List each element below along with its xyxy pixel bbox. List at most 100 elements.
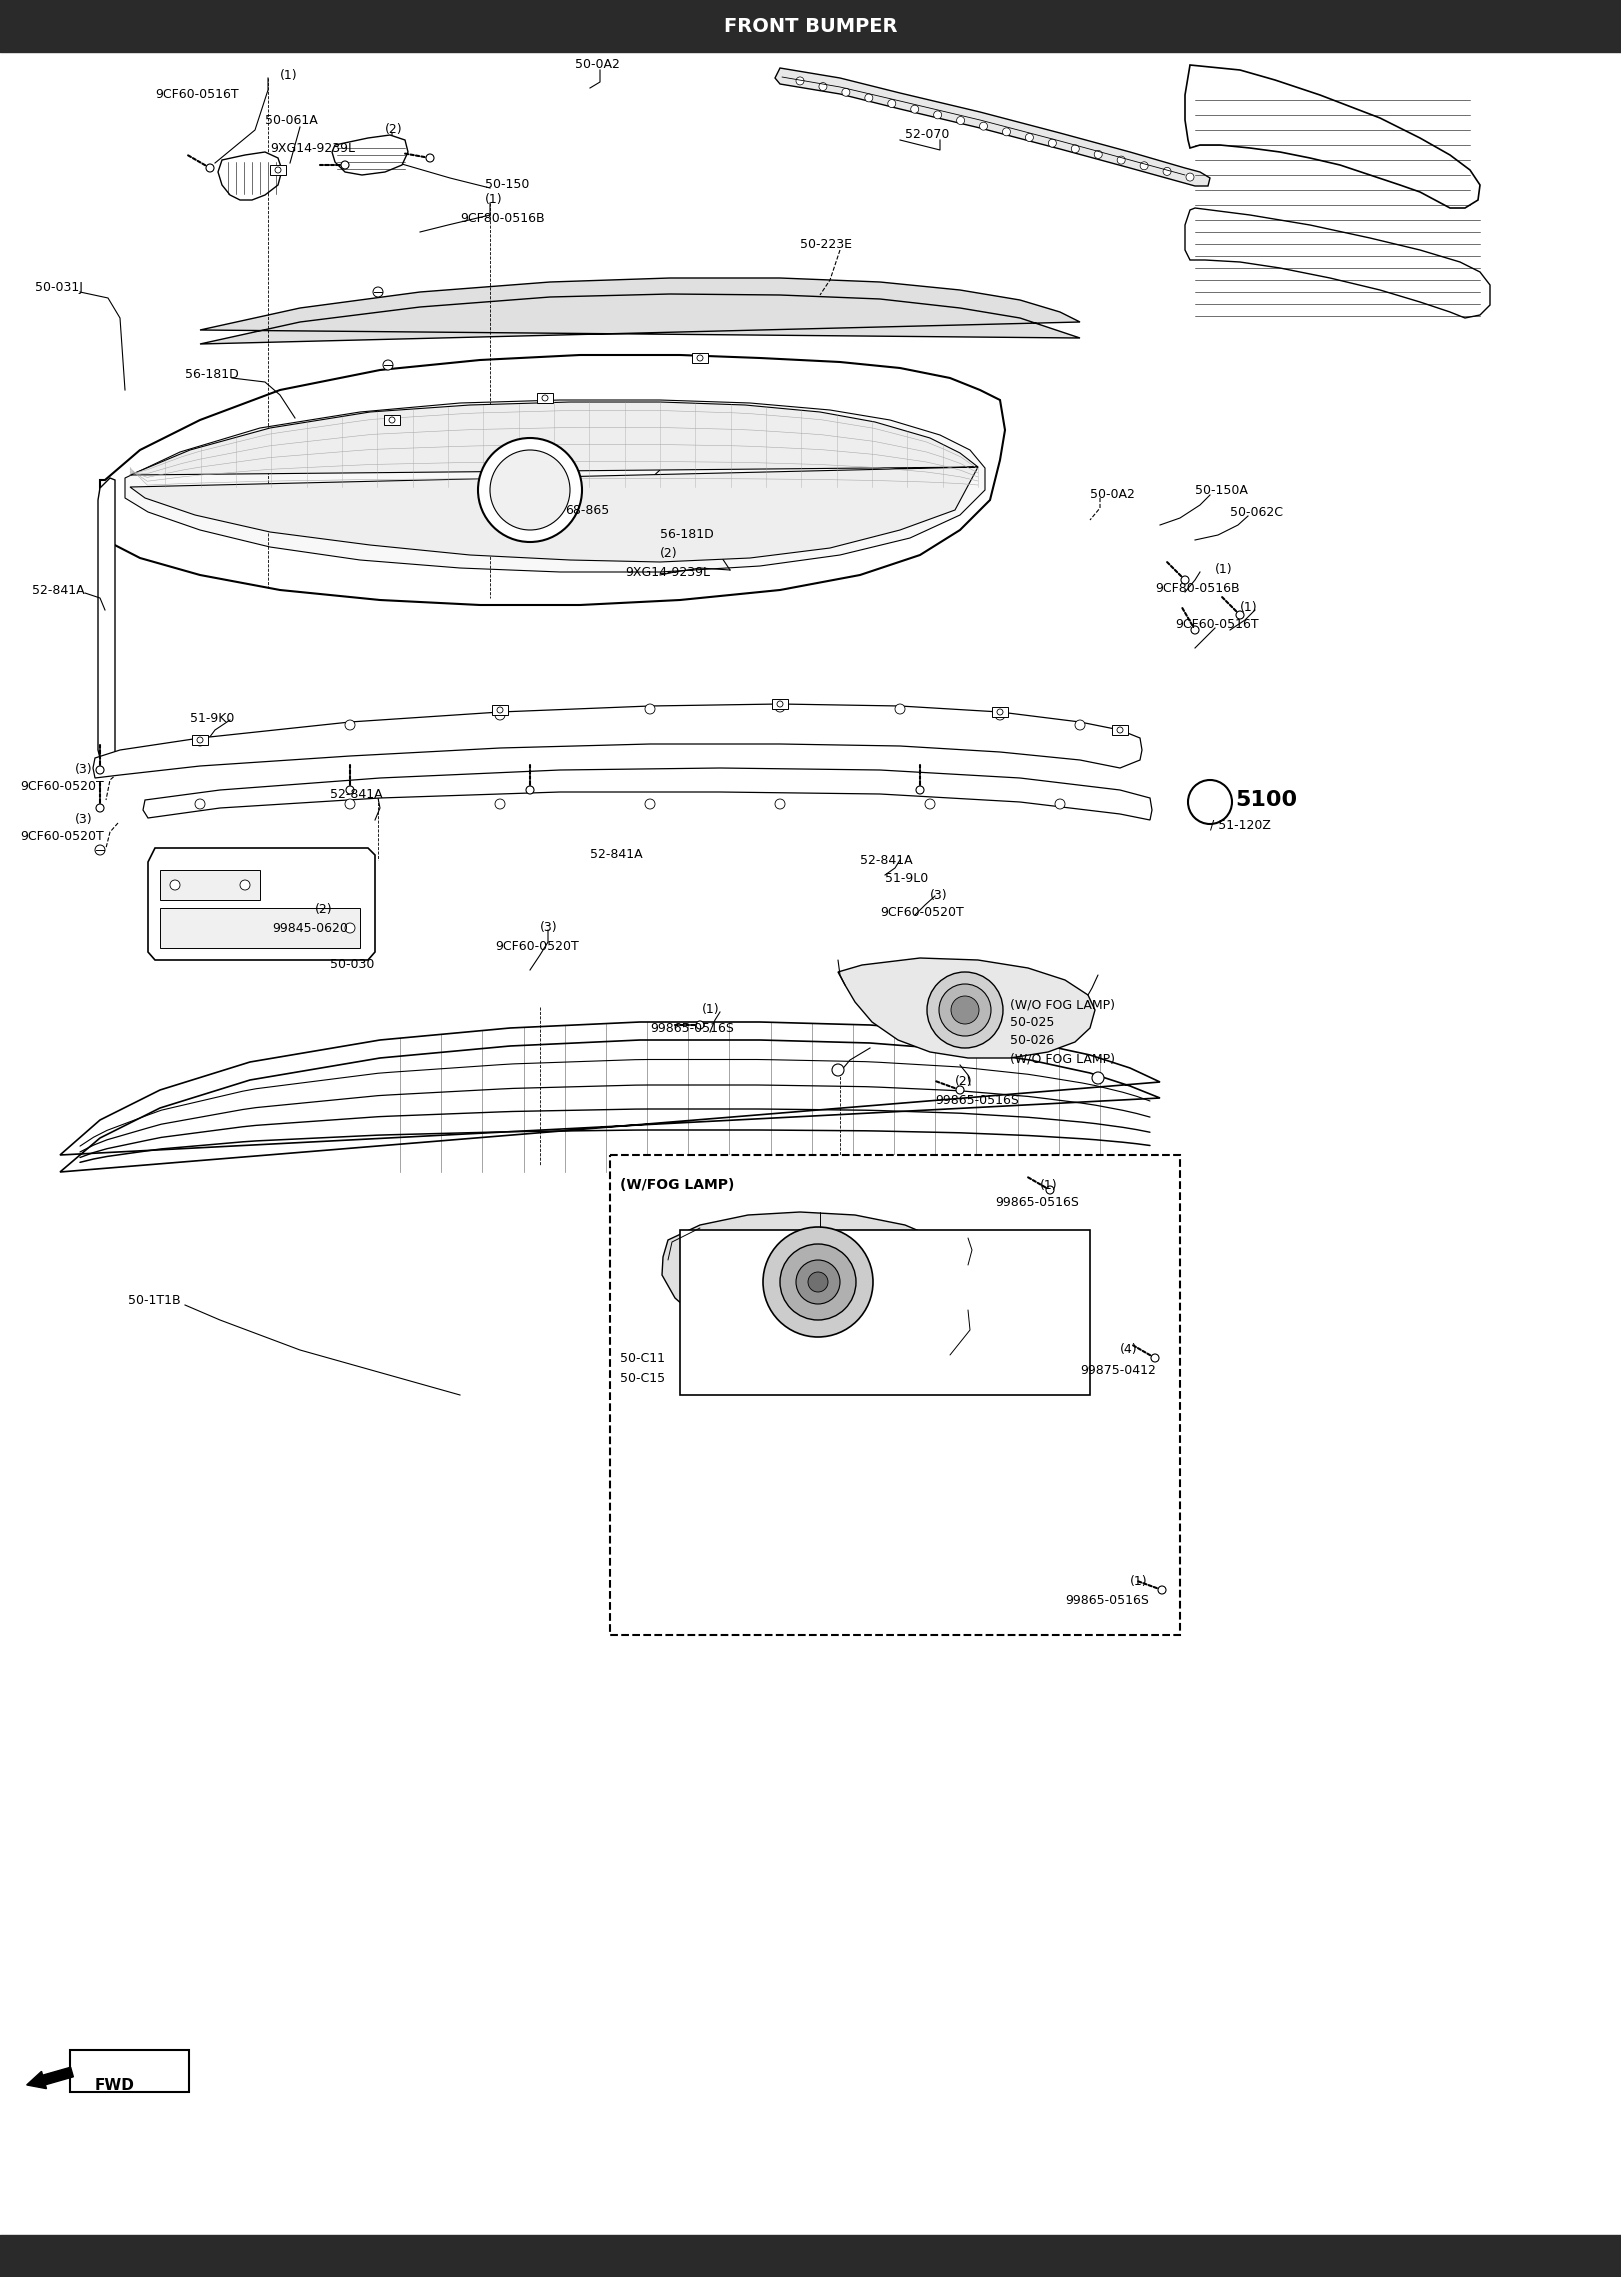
Circle shape [776, 701, 783, 706]
Circle shape [775, 799, 785, 808]
Circle shape [1055, 799, 1065, 808]
Polygon shape [271, 164, 285, 175]
Circle shape [345, 799, 355, 808]
Text: 52-070: 52-070 [905, 128, 950, 141]
Circle shape [1046, 1186, 1054, 1193]
Circle shape [895, 704, 905, 715]
Text: 51-9L0: 51-9L0 [885, 872, 929, 883]
Circle shape [926, 799, 935, 808]
Polygon shape [148, 847, 374, 961]
Circle shape [494, 799, 506, 808]
Polygon shape [217, 153, 282, 200]
Bar [609, 1154, 1180, 1635]
Circle shape [389, 417, 396, 424]
Circle shape [206, 164, 214, 173]
Text: FWD: FWD [96, 2077, 135, 2093]
Circle shape [645, 799, 655, 808]
FancyBboxPatch shape [70, 2049, 190, 2093]
Polygon shape [97, 478, 115, 761]
Text: 52-841A: 52-841A [590, 849, 642, 861]
Circle shape [1187, 173, 1195, 182]
Circle shape [995, 710, 1005, 720]
Polygon shape [60, 1022, 1161, 1173]
Circle shape [1140, 162, 1148, 171]
Text: (W/O FOG LAMP): (W/O FOG LAMP) [1010, 1000, 1115, 1011]
Circle shape [956, 1086, 964, 1093]
Text: (3): (3) [75, 813, 92, 827]
Text: 50-030: 50-030 [331, 959, 374, 972]
Polygon shape [191, 735, 207, 745]
Circle shape [832, 1063, 845, 1077]
Polygon shape [493, 706, 507, 715]
Text: 99875-0412: 99875-0412 [1080, 1364, 1156, 1378]
Text: FRONT BUMPER: FRONT BUMPER [723, 16, 898, 36]
Circle shape [198, 738, 203, 742]
Circle shape [645, 704, 655, 715]
Circle shape [934, 112, 942, 118]
Circle shape [498, 706, 503, 713]
Text: 52-841A: 52-841A [331, 788, 383, 802]
Circle shape [927, 972, 1003, 1047]
Circle shape [1191, 626, 1200, 633]
Circle shape [1093, 1072, 1104, 1084]
Circle shape [240, 879, 250, 890]
Circle shape [916, 786, 924, 795]
Circle shape [819, 82, 827, 91]
Text: 9XG14-9239L: 9XG14-9239L [626, 565, 710, 578]
Circle shape [195, 799, 204, 808]
Circle shape [979, 123, 987, 130]
Text: 50-025: 50-025 [1010, 1016, 1054, 1029]
Text: (3): (3) [75, 763, 92, 776]
Circle shape [697, 355, 704, 362]
Circle shape [490, 451, 571, 531]
Polygon shape [692, 353, 708, 362]
Polygon shape [992, 706, 1008, 717]
Polygon shape [160, 870, 259, 899]
Text: (1): (1) [280, 68, 298, 82]
Text: (2): (2) [314, 904, 332, 918]
Circle shape [525, 786, 533, 795]
Text: (W/FOG LAMP): (W/FOG LAMP) [619, 1177, 734, 1191]
Text: 50-062C: 50-062C [1230, 505, 1282, 519]
Circle shape [1157, 1587, 1165, 1594]
Circle shape [276, 166, 280, 173]
Circle shape [96, 765, 104, 774]
Text: (1): (1) [485, 194, 503, 207]
Text: (3): (3) [930, 888, 948, 902]
Polygon shape [384, 414, 400, 426]
Circle shape [195, 735, 204, 747]
Text: (1): (1) [1130, 1576, 1148, 1589]
Text: (2): (2) [386, 123, 402, 137]
Text: (2): (2) [955, 1075, 973, 1088]
Polygon shape [101, 355, 1005, 606]
Text: 51-9K0: 51-9K0 [190, 710, 235, 724]
Circle shape [956, 116, 964, 125]
Text: 50-0A2: 50-0A2 [575, 59, 619, 71]
Text: 99865-0516S: 99865-0516S [1065, 1594, 1149, 1608]
Circle shape [345, 922, 355, 934]
Circle shape [1182, 576, 1188, 583]
Circle shape [1075, 720, 1084, 731]
Text: 9CF80-0516B: 9CF80-0516B [1156, 581, 1240, 594]
Text: 56-181D: 56-181D [185, 369, 238, 383]
Text: 50-C15: 50-C15 [619, 1371, 665, 1384]
Text: 9CF60-0516T: 9CF60-0516T [1175, 619, 1258, 631]
Text: 50-C11: 50-C11 [619, 1353, 665, 1364]
Text: 50-1T1B: 50-1T1B [128, 1293, 180, 1307]
Text: (2): (2) [660, 546, 678, 560]
Polygon shape [772, 699, 788, 708]
Circle shape [1151, 1355, 1159, 1362]
Polygon shape [125, 401, 986, 572]
FancyArrow shape [26, 2068, 73, 2088]
Text: (1): (1) [702, 1004, 720, 1016]
Circle shape [1049, 139, 1057, 148]
Circle shape [1026, 134, 1034, 141]
Circle shape [345, 720, 355, 731]
Circle shape [796, 1259, 840, 1305]
Circle shape [96, 804, 104, 813]
Text: (1): (1) [1216, 562, 1232, 576]
Polygon shape [143, 767, 1153, 820]
Text: 68-865: 68-865 [566, 503, 609, 517]
Polygon shape [775, 68, 1209, 187]
Text: (W/O FOG LAMP): (W/O FOG LAMP) [1010, 1052, 1115, 1066]
